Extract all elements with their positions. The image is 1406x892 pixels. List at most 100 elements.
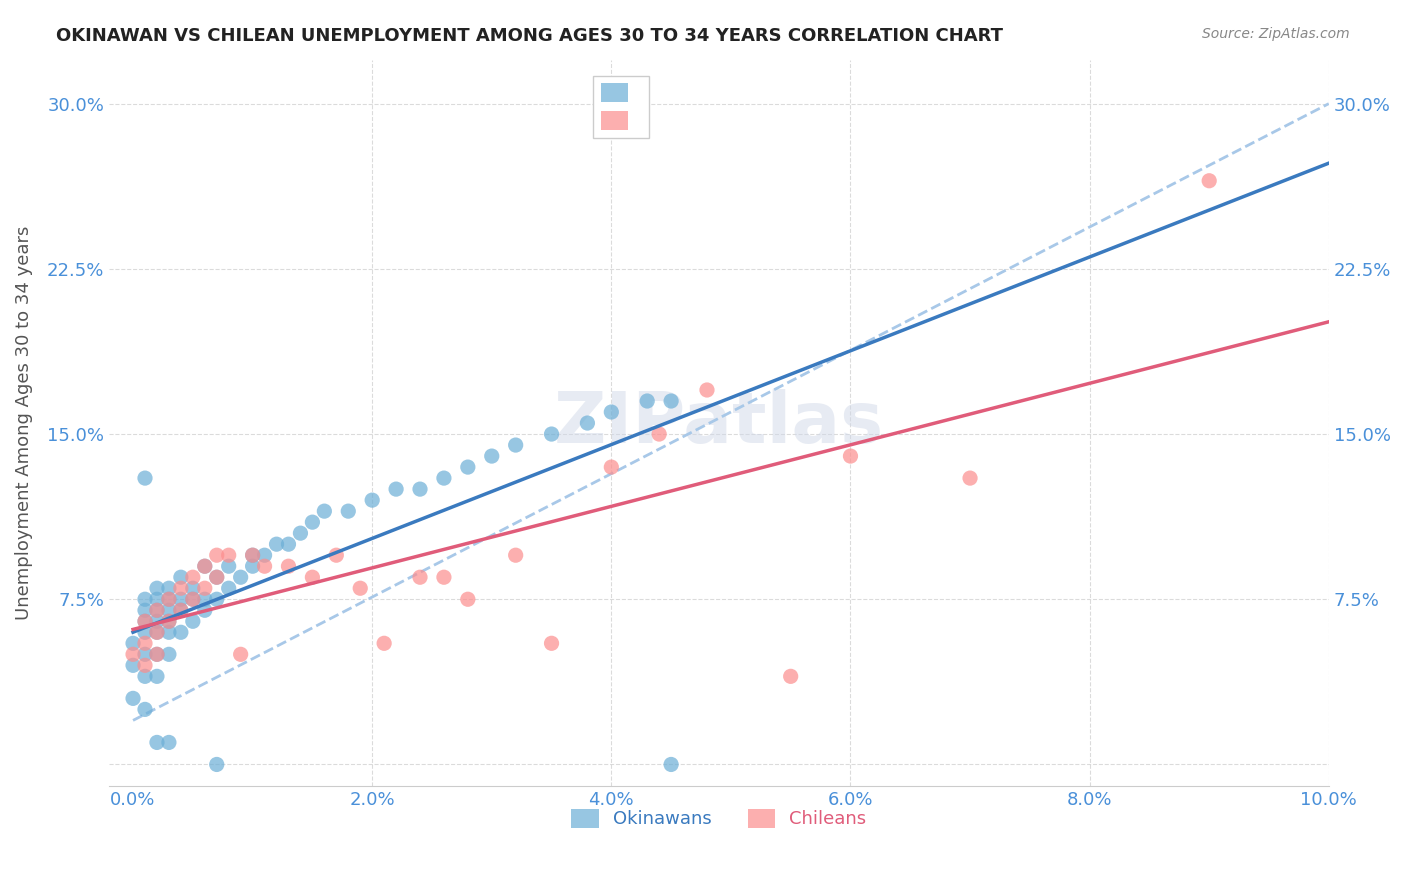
Chileans xyxy=(205,570,228,584)
Chileans xyxy=(301,570,323,584)
Chileans xyxy=(146,625,169,640)
Chileans xyxy=(325,548,347,562)
Chileans xyxy=(600,460,623,475)
Okinawans xyxy=(170,625,193,640)
Chileans xyxy=(457,592,479,607)
Chileans xyxy=(959,471,981,485)
Okinawans xyxy=(636,394,658,409)
Okinawans xyxy=(361,493,384,508)
Okinawans xyxy=(134,702,156,716)
Okinawans xyxy=(385,482,408,496)
Okinawans xyxy=(170,570,193,584)
Okinawans xyxy=(433,471,456,485)
Chileans xyxy=(433,570,456,584)
Okinawans xyxy=(157,603,180,617)
Okinawans xyxy=(242,559,264,574)
Okinawans xyxy=(540,427,562,442)
Chileans xyxy=(373,636,395,650)
Okinawans xyxy=(266,537,288,551)
Chileans xyxy=(181,570,204,584)
Okinawans xyxy=(181,592,204,607)
Okinawans xyxy=(205,570,228,584)
Okinawans xyxy=(134,471,156,485)
Chileans xyxy=(194,559,217,574)
Okinawans xyxy=(146,615,169,629)
Text: Source: ZipAtlas.com: Source: ZipAtlas.com xyxy=(1202,27,1350,41)
Chileans xyxy=(505,548,527,562)
Okinawans xyxy=(194,603,217,617)
Chileans xyxy=(409,570,432,584)
Chileans xyxy=(170,581,193,595)
Chileans xyxy=(349,581,371,595)
Okinawans xyxy=(170,603,193,617)
Okinawans xyxy=(600,405,623,419)
Okinawans xyxy=(659,757,682,772)
Okinawans xyxy=(205,592,228,607)
Okinawans xyxy=(181,615,204,629)
Chileans xyxy=(648,427,671,442)
Okinawans xyxy=(314,504,336,518)
Okinawans xyxy=(157,581,180,595)
Chileans xyxy=(194,581,217,595)
Chileans xyxy=(1198,174,1220,188)
Okinawans xyxy=(146,648,169,662)
Chileans xyxy=(540,636,562,650)
Chileans xyxy=(122,648,145,662)
Chileans xyxy=(205,548,228,562)
Okinawans xyxy=(505,438,527,452)
Chileans xyxy=(157,615,180,629)
Okinawans xyxy=(146,625,169,640)
Okinawans xyxy=(277,537,299,551)
Okinawans xyxy=(134,615,156,629)
Chileans xyxy=(242,548,264,562)
Chileans xyxy=(157,592,180,607)
Okinawans xyxy=(181,581,204,595)
Legend: Okinawans, Chileans: Okinawans, Chileans xyxy=(564,802,873,836)
Okinawans xyxy=(242,548,264,562)
Okinawans xyxy=(146,735,169,749)
Chileans xyxy=(277,559,299,574)
Okinawans xyxy=(218,581,240,595)
Text: OKINAWAN VS CHILEAN UNEMPLOYMENT AMONG AGES 30 TO 34 YEARS CORRELATION CHART: OKINAWAN VS CHILEAN UNEMPLOYMENT AMONG A… xyxy=(56,27,1004,45)
Chileans xyxy=(146,648,169,662)
Okinawans xyxy=(134,648,156,662)
Okinawans xyxy=(157,592,180,607)
Okinawans xyxy=(170,592,193,607)
Okinawans xyxy=(457,460,479,475)
Okinawans xyxy=(157,735,180,749)
Okinawans xyxy=(194,592,217,607)
Okinawans xyxy=(134,669,156,683)
Okinawans xyxy=(409,482,432,496)
Okinawans xyxy=(122,636,145,650)
Chileans xyxy=(146,603,169,617)
Chileans xyxy=(218,548,240,562)
Chileans xyxy=(696,383,718,397)
Okinawans xyxy=(659,394,682,409)
Okinawans xyxy=(146,581,169,595)
Chileans xyxy=(839,449,862,463)
Chileans xyxy=(253,559,276,574)
Y-axis label: Unemployment Among Ages 30 to 34 years: Unemployment Among Ages 30 to 34 years xyxy=(15,226,32,620)
Okinawans xyxy=(157,625,180,640)
Okinawans xyxy=(205,757,228,772)
Okinawans xyxy=(337,504,360,518)
Okinawans xyxy=(194,559,217,574)
Chileans xyxy=(134,636,156,650)
Chileans xyxy=(134,615,156,629)
Okinawans xyxy=(157,615,180,629)
Okinawans xyxy=(146,669,169,683)
Chileans xyxy=(181,592,204,607)
Chileans xyxy=(229,648,252,662)
Okinawans xyxy=(301,515,323,529)
Okinawans xyxy=(253,548,276,562)
Okinawans xyxy=(229,570,252,584)
Chileans xyxy=(134,658,156,673)
Okinawans xyxy=(218,559,240,574)
Okinawans xyxy=(134,592,156,607)
Chileans xyxy=(779,669,801,683)
Text: ZIPatlas: ZIPatlas xyxy=(554,389,884,458)
Okinawans xyxy=(481,449,503,463)
Okinawans xyxy=(134,603,156,617)
Okinawans xyxy=(134,625,156,640)
Okinawans xyxy=(146,603,169,617)
